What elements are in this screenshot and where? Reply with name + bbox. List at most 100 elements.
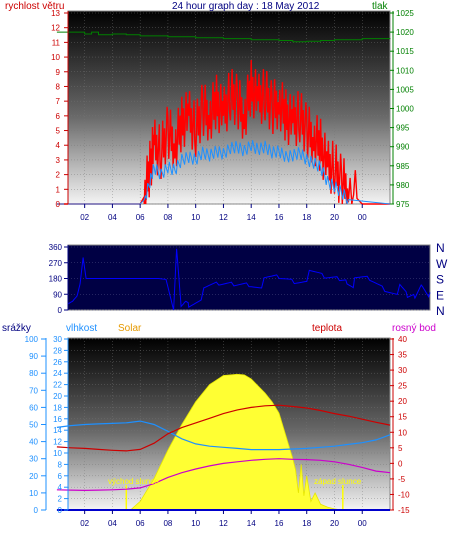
tick-label-wind: 3	[56, 156, 61, 165]
tick-label-direction: 270	[49, 259, 63, 268]
temperature-line	[56, 404, 391, 452]
tick-label-temperature: -15	[398, 506, 410, 515]
wind-direction-plot-area	[67, 244, 431, 311]
tick-label-time: 12	[219, 213, 228, 222]
tick-label-wind: 13	[51, 9, 60, 18]
wind-pressure-series	[56, 31, 391, 205]
compass-label: N	[436, 304, 445, 318]
tick-label-time: 04	[108, 213, 117, 222]
tick-label-time: 02	[80, 213, 89, 222]
tick-label-wind: 1	[56, 185, 61, 194]
tick-label-rain: 0	[34, 506, 39, 515]
tick-label-direction: 360	[49, 243, 63, 252]
tick-label-temperature: 35	[398, 351, 407, 360]
tick-label-rain: 80	[29, 369, 38, 378]
tick-label-temperature: -5	[398, 475, 406, 484]
tick-label-time: 20	[330, 519, 339, 528]
tick-label-humidity: 24	[53, 369, 62, 378]
chart-title: 24 hour graph day : 18 May 2012	[172, 1, 320, 12]
tick-label-pressure: 990	[396, 143, 410, 152]
tick-label-wind: 0	[56, 200, 61, 209]
tick-label-time: 06	[136, 519, 145, 528]
dew-point-line	[56, 458, 391, 492]
humidity-line	[56, 420, 391, 451]
tick-label-rain: 60	[29, 403, 38, 412]
humidity-axis-label: vlhkost	[66, 323, 97, 334]
tick-label-temperature: 0	[398, 459, 403, 468]
tick-label-humidity: 16	[53, 415, 62, 424]
tick-label-rain: 10	[29, 489, 38, 498]
tick-label-time: 06	[136, 213, 145, 222]
wind-speed-axis-label: rychlost větru	[5, 1, 64, 12]
tick-label-humidity: 10	[53, 449, 62, 458]
sunrise-label: východ slunce	[108, 477, 159, 486]
tick-label-time: 10	[191, 519, 200, 528]
tick-label-wind: 6	[56, 112, 61, 121]
compass-label: S	[436, 273, 444, 287]
tick-label-wind: 11	[52, 38, 61, 47]
tick-label-temperature: 25	[398, 382, 407, 391]
tick-label-rain: 20	[29, 472, 38, 481]
tick-label-time: 20	[330, 213, 339, 222]
tick-label-wind: 10	[51, 53, 60, 62]
tick-label-time: 08	[163, 519, 172, 528]
tick-label-humidity: 26	[53, 358, 62, 367]
rain-axis-label: srážky	[2, 323, 31, 334]
tick-label-pressure: 1005	[396, 85, 414, 94]
dew-point-axis-label: rosný bod	[392, 323, 436, 334]
tick-label-humidity: 2	[58, 495, 63, 504]
tick-label-temperature: 10	[398, 428, 407, 437]
tick-label-humidity: 0	[58, 506, 63, 515]
tick-label-time: 18	[302, 519, 311, 528]
tick-label-time: 16	[275, 519, 284, 528]
tick-label-rain: 100	[25, 335, 39, 344]
compass-label: W	[436, 257, 448, 271]
tick-label-wind: 8	[56, 82, 61, 91]
tick-label-time: 18	[302, 213, 311, 222]
tick-label-wind: 12	[51, 24, 60, 33]
tick-label-pressure: 975	[396, 200, 410, 209]
tick-label-temperature: 5	[398, 444, 403, 453]
pressure-axis-label: tlak	[372, 1, 389, 12]
tick-label-pressure: 1000	[396, 105, 414, 114]
tick-label-humidity: 22	[53, 381, 62, 390]
tick-label-time: 12	[219, 519, 228, 528]
tick-label-pressure: 1010	[396, 66, 414, 75]
tick-label-wind: 5	[56, 127, 61, 136]
tick-label-time: 00	[358, 519, 367, 528]
pressure-line	[56, 31, 391, 43]
tick-label-humidity: 6	[58, 472, 63, 481]
tick-label-rain: 50	[29, 421, 38, 430]
tick-label-time: 16	[275, 213, 284, 222]
tick-label-rain: 90	[29, 352, 38, 361]
tick-label-humidity: 18	[53, 403, 62, 412]
tick-label-pressure: 1015	[396, 47, 414, 56]
wind-direction-series	[67, 248, 431, 311]
tick-label-pressure: 985	[396, 162, 410, 171]
wind-direction-line	[67, 248, 431, 311]
tick-label-wind: 4	[56, 141, 61, 150]
tick-label-wind: 9	[56, 68, 61, 77]
tick-label-temperature: -10	[398, 490, 410, 499]
tick-label-pressure: 980	[396, 181, 410, 190]
wind-pressure-axes: 0123456789101112139759809859909951000100…	[51, 9, 414, 222]
tick-label-temperature: 20	[398, 397, 407, 406]
tick-label-humidity: 20	[53, 392, 62, 401]
tick-label-time: 00	[358, 213, 367, 222]
sunset-label: západ slunce	[314, 477, 362, 486]
tick-label-temperature: 15	[398, 413, 407, 422]
tick-label-humidity: 8	[58, 460, 63, 469]
tick-label-time: 04	[108, 519, 117, 528]
tick-label-temperature: 40	[398, 335, 407, 344]
solar-axis-label: Solar	[118, 323, 142, 334]
tick-label-humidity: 12	[53, 438, 62, 447]
tick-label-direction: 90	[53, 290, 62, 299]
tick-label-time: 14	[247, 213, 256, 222]
tick-label-wind: 7	[56, 97, 61, 106]
tick-label-humidity: 14	[53, 426, 62, 435]
tick-label-humidity: 4	[58, 483, 63, 492]
tick-label-direction: 0	[58, 306, 63, 315]
